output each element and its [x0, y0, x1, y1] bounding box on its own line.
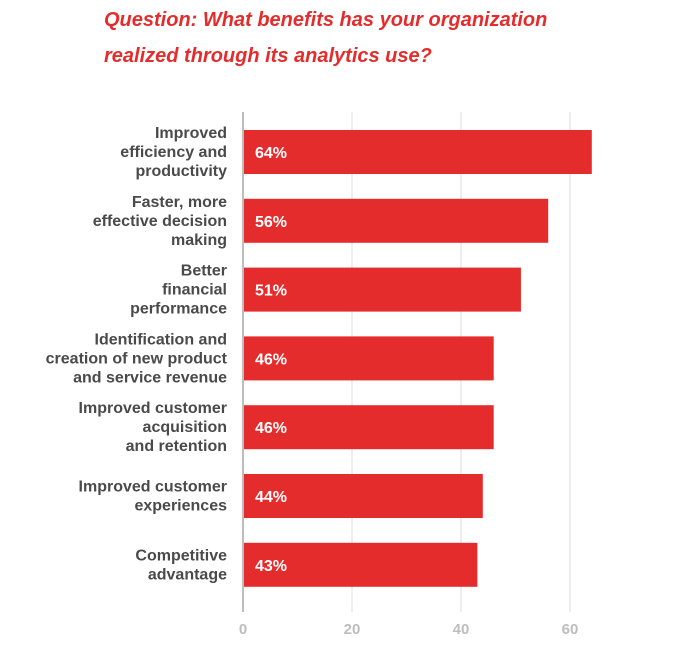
- value-label-2: 51%: [255, 283, 287, 300]
- category-label-2-line-0: Better: [181, 263, 227, 280]
- value-label-4: 46%: [255, 420, 287, 437]
- category-label-0-line-0: Improved: [155, 125, 227, 142]
- x-tick-label-40: 40: [453, 621, 470, 638]
- category-label-1-line-2: making: [171, 232, 227, 249]
- category-label-6-line-0: Competitive: [135, 547, 227, 564]
- bar-1: [243, 198, 549, 243]
- category-label-0: Improved efficiency and productivity: [120, 125, 227, 180]
- category-label-0-line-2: productivity: [135, 163, 227, 180]
- category-label-3-line-2: and service revenue: [73, 369, 227, 386]
- category-label-4-line-0: Improved customer: [79, 400, 227, 417]
- category-label-3-line-1: creation of new product: [46, 350, 228, 367]
- category-label-2: Better financial performance: [130, 263, 227, 318]
- value-label-0: 64%: [255, 145, 287, 162]
- value-label-6: 43%: [255, 558, 287, 575]
- x-tick-label-20: 20: [344, 621, 361, 638]
- chart-title-line-2: realized through its analytics use?: [104, 45, 432, 67]
- value-label-5: 44%: [255, 489, 287, 506]
- category-label-0-line-1: efficiency and: [120, 144, 227, 161]
- bar-0: [243, 130, 592, 174]
- bar-2: [243, 267, 521, 312]
- category-label-5: Improved customer experiences: [79, 479, 228, 515]
- chart-title-line-1: Question: What benefits has your organiz…: [104, 9, 548, 31]
- x-tick-label-0: 0: [239, 621, 247, 638]
- category-label-4-line-2: and retention: [126, 438, 227, 455]
- category-label-4: Improved customer acquisition and retentio…: [79, 400, 227, 455]
- bar-3: [243, 336, 494, 381]
- value-label-1: 56%: [255, 214, 287, 231]
- category-label-5-line-1: experiences: [134, 498, 227, 515]
- category-label-3-line-0: Identification and: [95, 331, 227, 348]
- category-label-1: Faster, more effective decision making: [93, 194, 227, 249]
- category-label-2-line-1: financial: [162, 282, 227, 299]
- category-label-3: Identification and creation of new produc…: [46, 331, 228, 386]
- category-label-6: Competitive advantage: [135, 547, 227, 583]
- bar-5: [243, 474, 483, 518]
- x-tick-label-60: 60: [562, 621, 579, 638]
- category-label-6-line-1: advantage: [148, 566, 227, 583]
- category-label-1-line-1: effective decision: [93, 213, 227, 230]
- category-label-5-line-0: Improved customer: [79, 479, 227, 496]
- category-label-2-line-2: performance: [130, 301, 227, 318]
- bar-4: [243, 405, 494, 450]
- bar-6: [243, 542, 478, 587]
- category-label-1-line-0: Faster, more: [132, 194, 227, 211]
- value-label-3: 46%: [255, 351, 287, 368]
- category-label-4-line-1: acquisition: [143, 419, 227, 436]
